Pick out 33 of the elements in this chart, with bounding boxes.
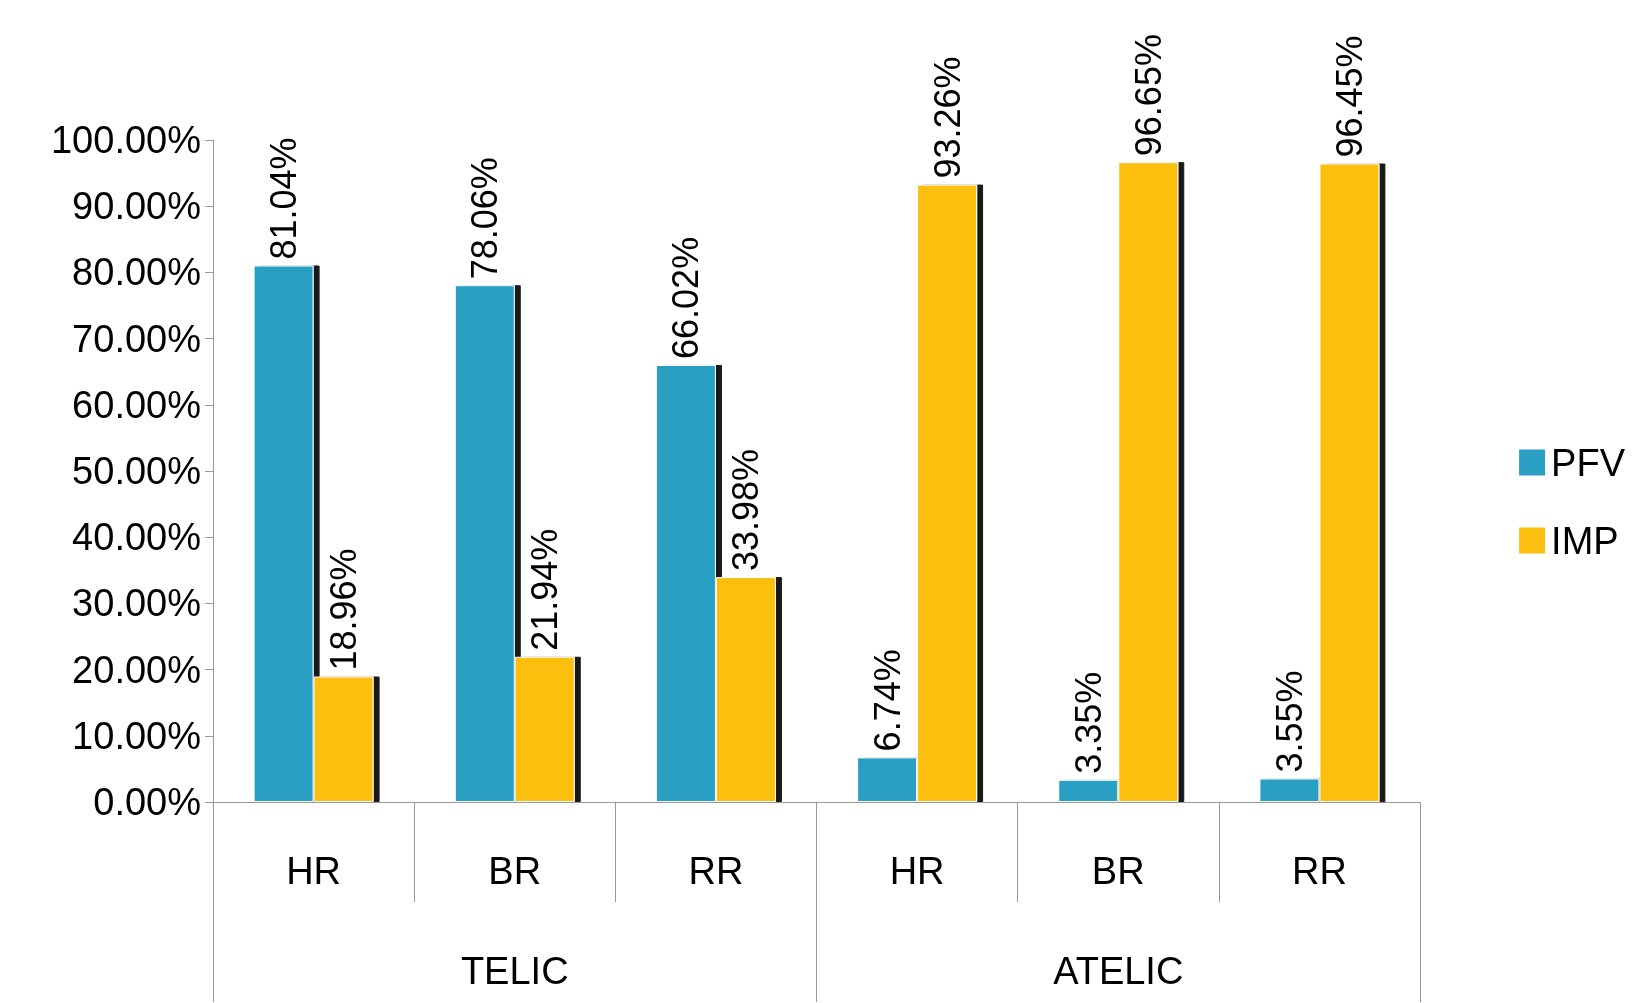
data-label: 3.55% (1268, 670, 1310, 773)
legend-label: PFV (1551, 441, 1626, 484)
y-tick-label: 70.00% (72, 317, 201, 360)
y-tick-label: 30.00% (72, 582, 201, 625)
text: ATELIC (1053, 950, 1184, 992)
text: TELIC (460, 950, 569, 992)
y-tick-label: 90.00% (72, 185, 201, 228)
x-tick-label: RR (1291, 850, 1347, 892)
x-tick-label: BR (488, 850, 542, 892)
data-label: 96.45% (1328, 35, 1370, 158)
data-label: 6.74% (866, 649, 908, 752)
y-tick-label: 60.00% (72, 383, 201, 426)
y-tick-label: 40.00% (72, 516, 201, 559)
data-label: 78.06% (464, 157, 506, 280)
data-label: 81.04% (263, 137, 305, 260)
legend-label: IMP (1551, 519, 1619, 562)
y-tick-label: 80.00% (72, 251, 201, 294)
data-label: 3.35% (1067, 671, 1109, 774)
y-tick-label: 0.00% (93, 781, 201, 823)
data-label: 33.98% (725, 448, 767, 572)
x-tick-label: HR (286, 850, 342, 892)
data-label: 18.96% (323, 548, 365, 671)
data-label: 21.94% (524, 528, 566, 651)
data-label: 66.02% (665, 236, 707, 359)
x-tick-label: RR (688, 850, 744, 892)
data-label: 96.65% (1127, 34, 1169, 157)
y-tick-label: 100.00% (50, 119, 201, 161)
y-tick-label: 10.00% (72, 714, 201, 757)
y-tick-label: 50.00% (72, 450, 201, 492)
data-label: 93.26% (926, 56, 968, 179)
y-tick-label: 20.00% (72, 648, 201, 691)
x-tick-label: HR (889, 850, 945, 892)
x-tick-label: BR (1091, 850, 1145, 892)
